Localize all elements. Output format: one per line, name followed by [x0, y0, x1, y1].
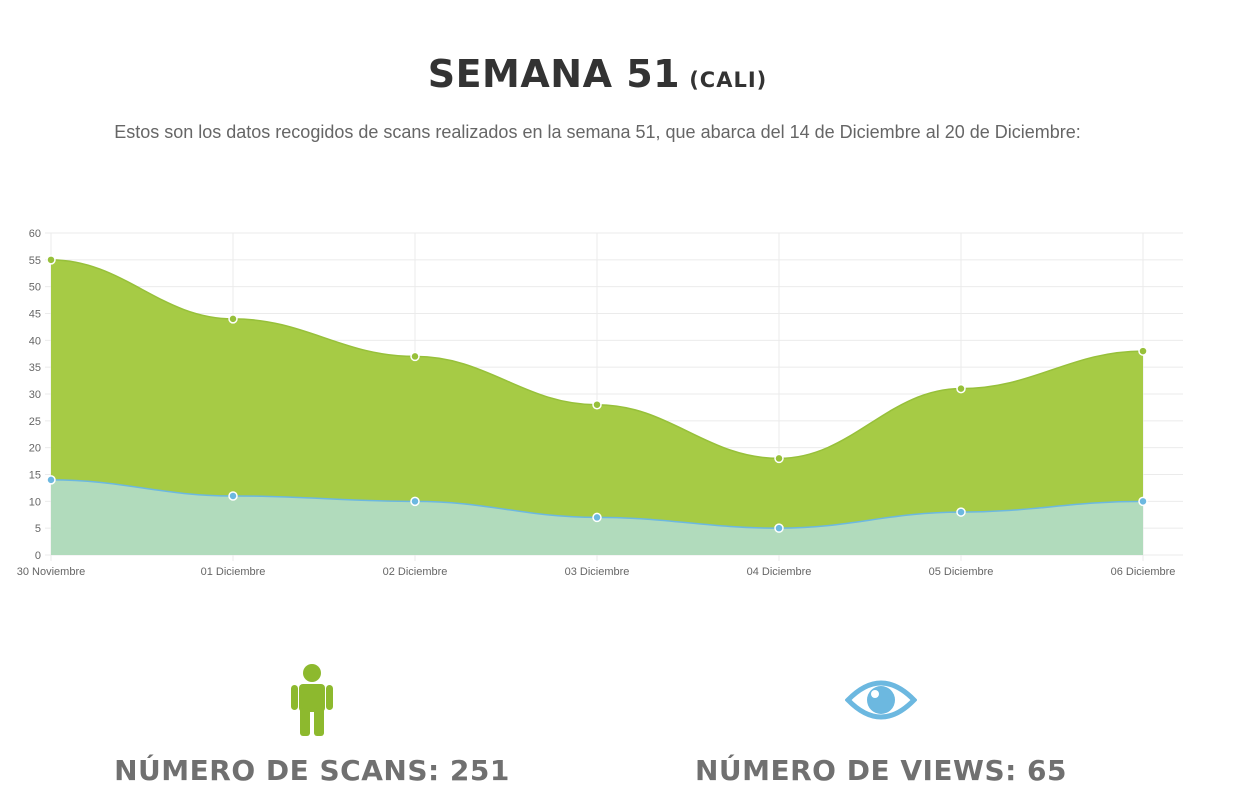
y-tick-label: 10: [29, 496, 41, 508]
y-tick-label: 50: [29, 282, 41, 294]
area-chart: 0 5 10 15 20 25 30 35 40 45 50 55 60 30 Noviembre 01 D…: [17, 228, 1183, 578]
y-tick-label: 35: [29, 362, 41, 374]
series-0-point: [410, 351, 420, 362]
eye-icon: [641, 660, 1121, 740]
y-tick-label: 20: [29, 443, 41, 455]
views-stat: NÚMERO DE VIEWS: 65: [641, 660, 1121, 787]
series-1-point: [956, 507, 966, 517]
views-count-label: NÚMERO DE VIEWS: 65: [694, 754, 1068, 787]
series-1-point: [774, 523, 784, 533]
x-tick-label: 06 Diciembre: [1111, 566, 1176, 578]
y-tick-label: 25: [29, 416, 41, 428]
series-1-point: [592, 512, 602, 523]
y-tick-label: 30: [29, 389, 41, 401]
x-tick-label: 02 Diciembre: [383, 566, 448, 578]
y-tick-label: 40: [29, 335, 41, 347]
series-0-point: [1138, 346, 1148, 356]
series-1-point: [1138, 496, 1148, 507]
x-tick-label: 30 Noviembre: [17, 566, 85, 578]
y-tick-label: 15: [29, 470, 41, 482]
x-tick-label: 01 Diciembre: [201, 566, 266, 578]
y-tick-label: 55: [29, 255, 41, 267]
series-0-point: [774, 453, 784, 464]
y-tick-label: 0: [35, 550, 41, 562]
page-title-text: SEMANA 51: [427, 52, 681, 96]
scans-count-label: NÚMERO DE SCANS: 251: [114, 754, 510, 787]
series-0-point: [46, 255, 56, 265]
scans-stat: NÚMERO DE SCANS: 251: [72, 660, 552, 787]
y-tick-label: 5: [35, 523, 41, 535]
series-1-point: [228, 491, 238, 501]
person-icon: [72, 660, 552, 740]
series-1-point: [410, 496, 420, 507]
x-tick-label: 03 Diciembre: [565, 566, 630, 578]
y-tick-label: 60: [29, 228, 41, 240]
x-tick-label: 05 Diciembre: [929, 566, 994, 578]
intro-text: Estos son los datos recogidos de scans r…: [114, 122, 1081, 142]
series-0-point: [956, 383, 966, 394]
series-0-point: [592, 399, 602, 410]
page-subtitle-text: (CALI): [689, 68, 768, 92]
y-tick-label: 45: [29, 309, 41, 321]
x-tick-label: 04 Diciembre: [747, 566, 812, 578]
series-0-point: [228, 314, 238, 324]
page-title: SEMANA 51 (CALI): [0, 52, 1195, 96]
series-1-point: [46, 475, 56, 485]
